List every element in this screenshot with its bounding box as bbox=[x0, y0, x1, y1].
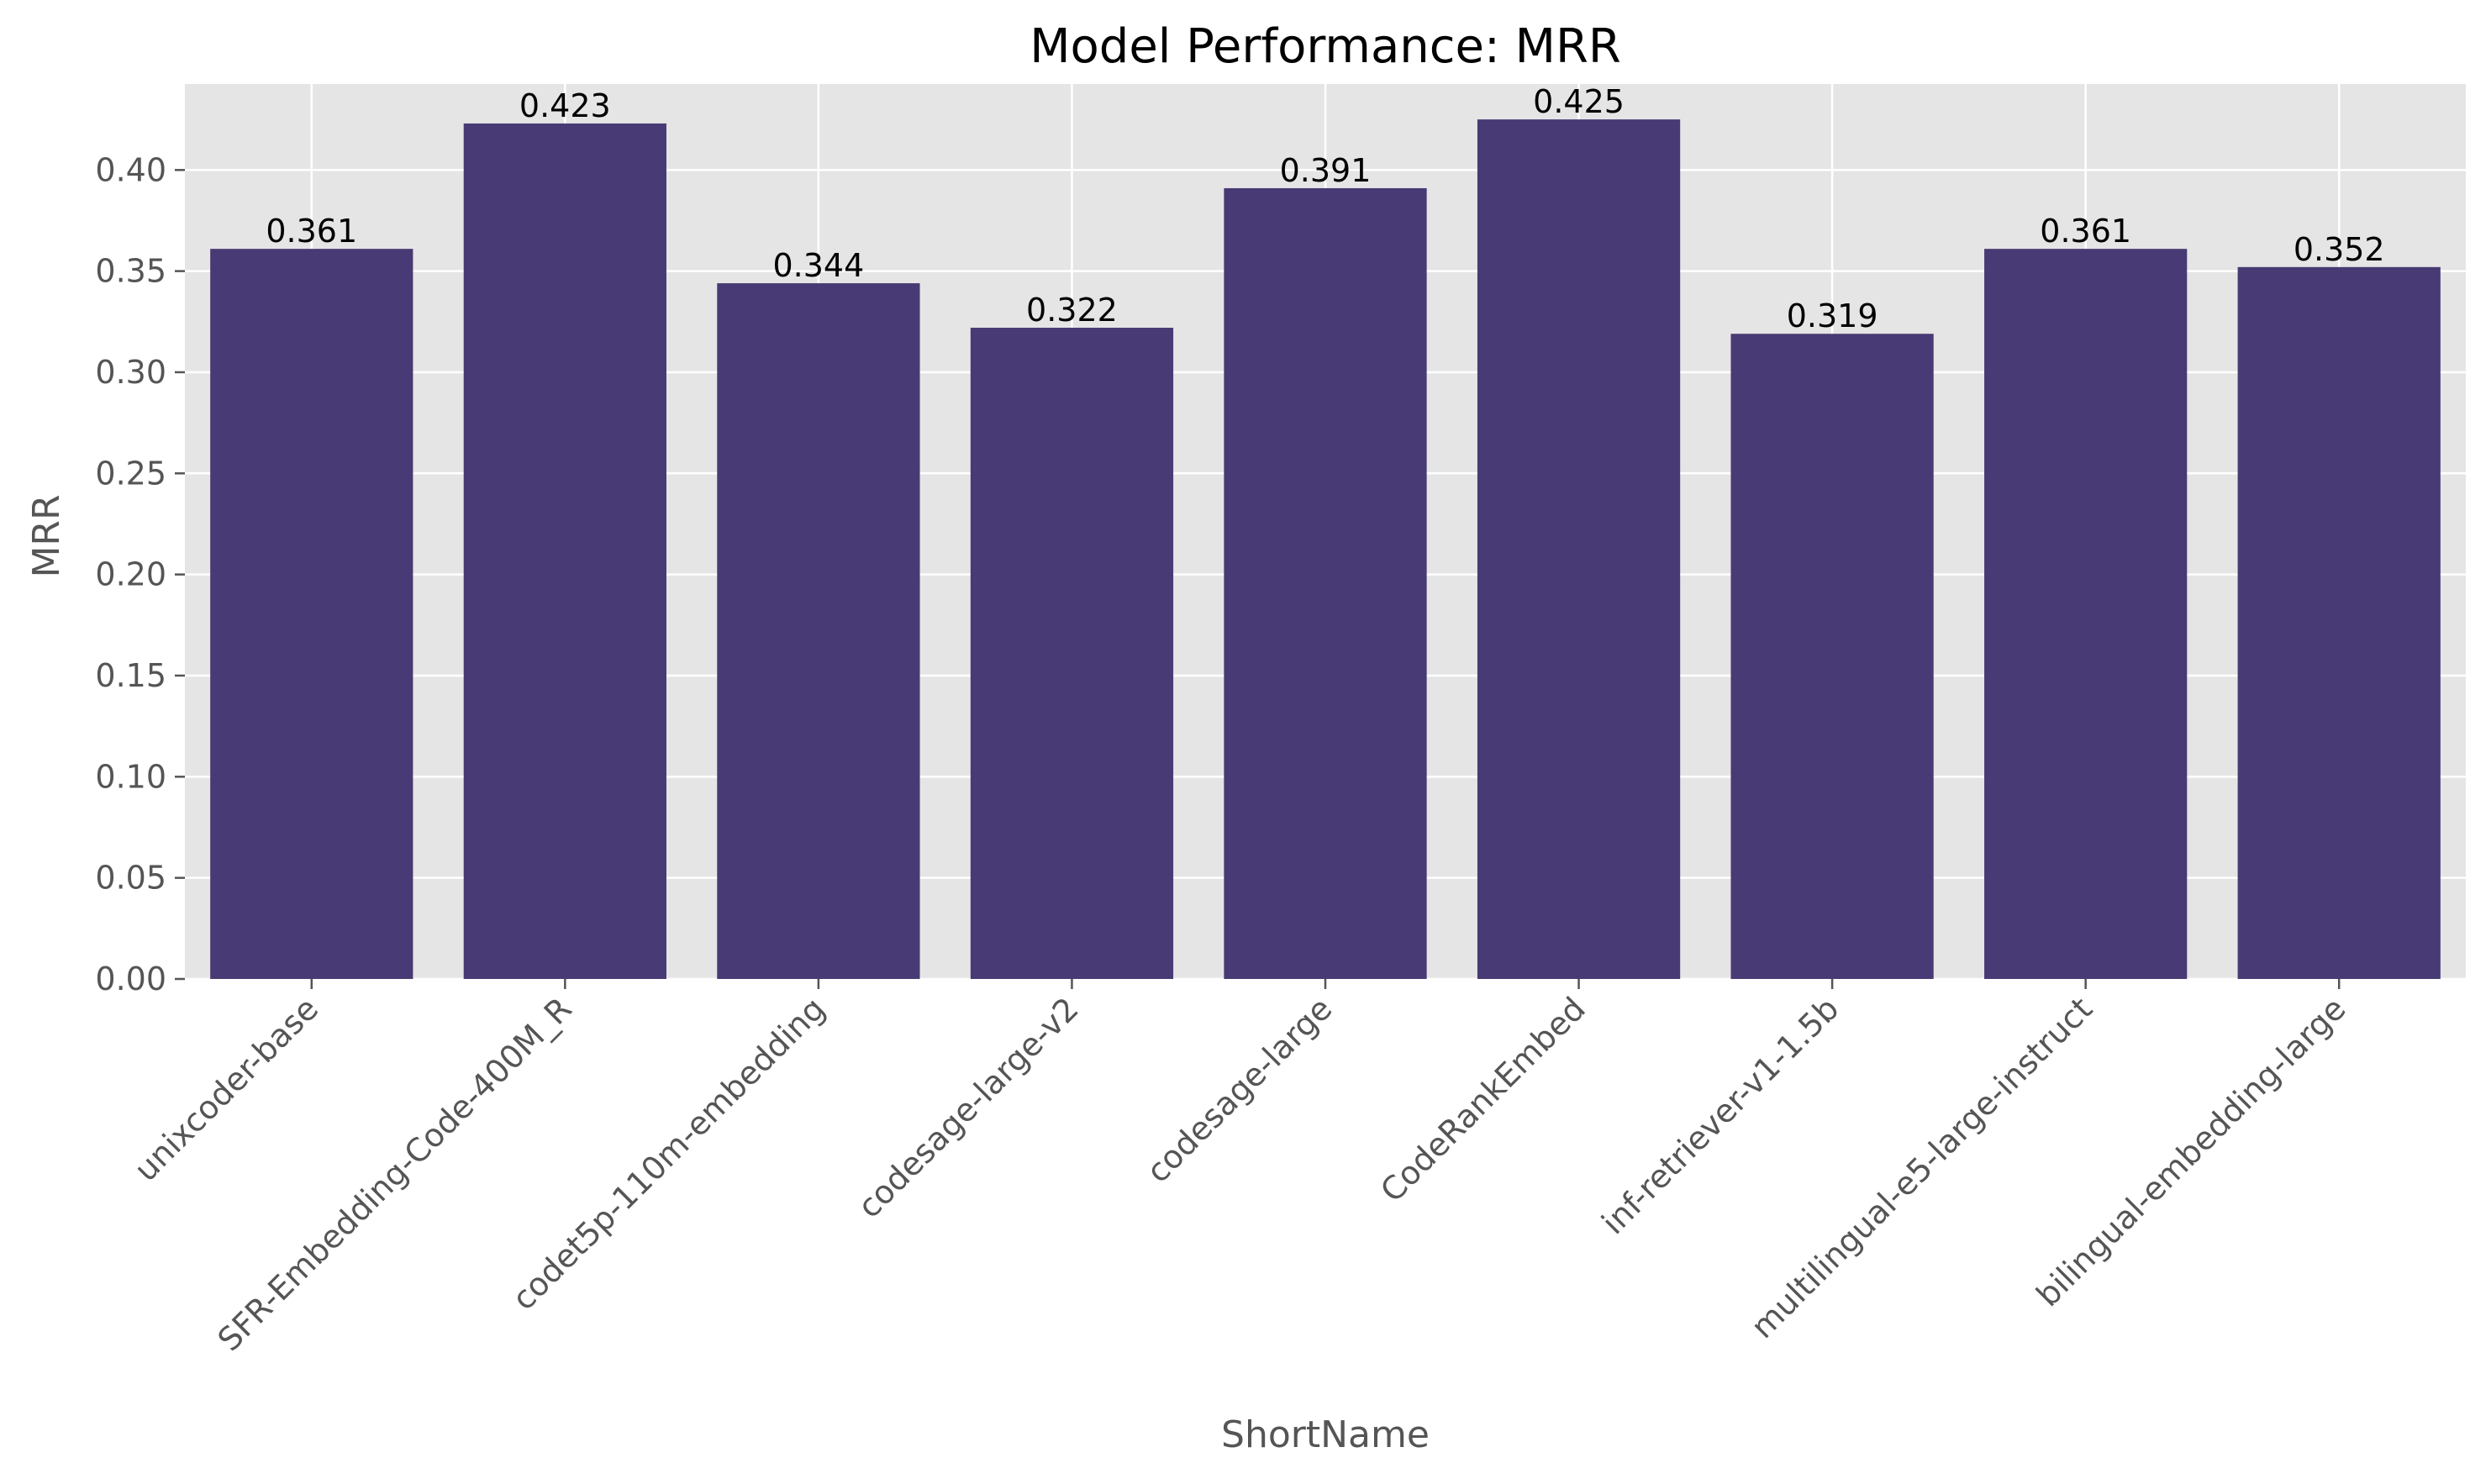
y-axis-ticks: 0.00 0.05 0.10 0.15 0.20 0.25 0.30 0.35 0.40 bbox=[95, 151, 185, 997]
x-tick-label: codesage-large bbox=[1140, 990, 1340, 1190]
y-tick-label: 0.05 bbox=[95, 860, 166, 897]
y-tick-label: 0.00 bbox=[95, 960, 166, 997]
bar-value-label: 0.322 bbox=[1026, 292, 1118, 329]
y-tick-label: 0.20 bbox=[95, 556, 166, 593]
y-tick-label: 0.25 bbox=[95, 455, 166, 492]
bar-value-label: 0.425 bbox=[1533, 83, 1625, 120]
bar-value-label: 0.391 bbox=[1280, 152, 1372, 189]
y-tick-label: 0.10 bbox=[95, 758, 166, 795]
bar bbox=[1477, 119, 1681, 979]
x-tick-label: bilingual-embedding-large bbox=[2030, 990, 2353, 1313]
x-tick-label: CodeRankEmbed bbox=[1373, 990, 1593, 1209]
bars bbox=[210, 119, 2441, 980]
bar-value-label: 0.361 bbox=[2040, 213, 2131, 250]
bar bbox=[1984, 249, 2188, 979]
y-tick-label: 0.40 bbox=[95, 151, 166, 188]
bar-value-label: 0.423 bbox=[519, 87, 611, 124]
bar-value-label: 0.319 bbox=[1787, 297, 1878, 334]
x-axis-title: ShortName bbox=[1221, 1413, 1430, 1456]
x-tick-label: inf-retriever-v1-1.5b bbox=[1594, 990, 1846, 1241]
bar-value-label: 0.361 bbox=[266, 213, 357, 250]
y-axis-title: MRR bbox=[25, 494, 68, 577]
x-tick-label: unixcoder-base bbox=[127, 990, 325, 1188]
bar bbox=[717, 283, 920, 979]
bar bbox=[1730, 334, 1934, 979]
bar bbox=[970, 328, 1174, 979]
bar bbox=[463, 123, 666, 980]
bar bbox=[1224, 187, 1427, 979]
y-tick-label: 0.15 bbox=[95, 657, 166, 694]
x-tick-label: codesage-large-v2 bbox=[851, 990, 1086, 1225]
bar-value-label: 0.344 bbox=[772, 247, 864, 284]
bar bbox=[2237, 266, 2441, 979]
y-tick-label: 0.30 bbox=[95, 354, 166, 391]
x-axis-ticks: unixcoder-baseSFR-Embedding-Code-400M_Rc… bbox=[127, 979, 2353, 1358]
y-tick-label: 0.35 bbox=[95, 253, 166, 290]
bar-value-label: 0.352 bbox=[2294, 231, 2385, 268]
chart-title: Model Performance: MRR bbox=[1030, 19, 1621, 74]
bar bbox=[210, 249, 413, 979]
data-labels: 0.361 0.423 0.344 0.322 0.391 0.425 0.319 0.361… bbox=[266, 83, 2384, 334]
